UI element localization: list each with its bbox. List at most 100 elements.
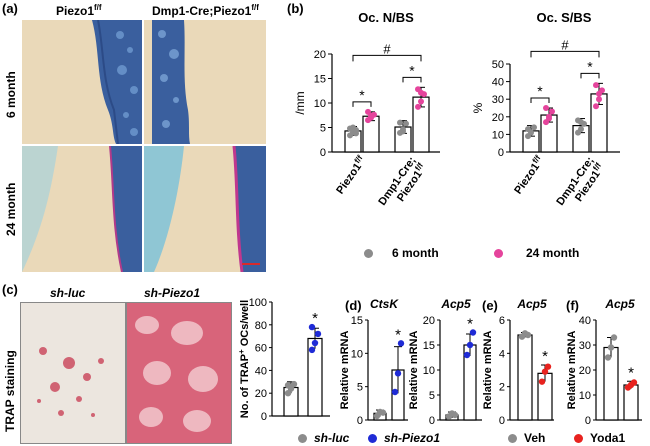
significance-star: * xyxy=(395,326,401,343)
histology-svg-1 xyxy=(22,20,142,144)
significance-star: * xyxy=(359,87,365,103)
y-tick-label: 50 xyxy=(492,59,504,71)
y-axis-label: Relative mRNA xyxy=(482,331,494,410)
y-tick-label: 80 xyxy=(255,320,267,332)
significance-star: * xyxy=(409,62,415,78)
legend-6month-label: 6 month xyxy=(392,246,439,260)
significance-star: * xyxy=(587,58,593,74)
y-axis-label: Relative mRNA xyxy=(340,331,351,410)
chart-title: CtsK xyxy=(370,297,399,311)
data-point xyxy=(544,363,552,370)
legend-24month-label: 24 month xyxy=(526,246,580,260)
data-point xyxy=(543,105,549,111)
y-tick-label: 40 xyxy=(492,77,504,89)
y-tick-label: 6 xyxy=(499,315,505,327)
y-tick-label: 20 xyxy=(492,112,504,124)
panel-a-row1-label: 6 month xyxy=(4,71,18,118)
x-tick-label: Piezo1f/f xyxy=(512,153,542,196)
y-tick-label: 5 xyxy=(429,390,435,402)
panel-a-col1-sup: f/f xyxy=(94,3,102,12)
y-tick-label: 40 xyxy=(579,315,591,327)
y-axis-label: Relative mRNA xyxy=(408,331,420,410)
y-axis-label-text: Relative mRNA xyxy=(408,331,420,410)
group-significance: # xyxy=(383,41,391,56)
y-tick-label: 10 xyxy=(492,129,504,141)
data-point xyxy=(596,96,602,103)
x-tick-sup: f/f xyxy=(352,153,364,165)
x-tick-label: Dmp1-Cre;Piezo1f/f xyxy=(554,155,602,208)
panel-c-legend: sh-luc sh-Piezo1 xyxy=(292,430,472,446)
significance-star: * xyxy=(628,364,634,381)
legend-sh-luc-marker xyxy=(298,434,307,443)
data-point xyxy=(350,124,356,131)
y-tick-label: 30 xyxy=(579,340,591,352)
y-tick-label: 10 xyxy=(351,348,363,360)
panel-ef-legend: Veh Yoda1 xyxy=(500,430,650,446)
y-tick-label: 10 xyxy=(314,98,326,110)
data-point xyxy=(596,90,602,97)
histology-image-6m-control xyxy=(22,20,142,144)
y-axis-label-text: Relative mRNA xyxy=(340,331,351,410)
data-point xyxy=(541,368,549,375)
y-axis-label: % xyxy=(471,102,485,113)
panel-b-letter: (b) xyxy=(287,1,304,16)
chart-title: Oc. S/BS xyxy=(537,10,592,25)
y-tick-label: 15 xyxy=(423,340,435,352)
data-point xyxy=(610,334,618,341)
y-axis-label: Relative mRNA xyxy=(566,331,578,410)
data-point xyxy=(593,82,599,89)
data-point xyxy=(284,382,292,389)
y-tick-label: 0 xyxy=(261,411,267,423)
data-point xyxy=(311,339,319,347)
y-tick-label: 10 xyxy=(579,390,591,402)
y-tick-label: 5 xyxy=(357,382,363,394)
data-point xyxy=(397,119,403,126)
bar xyxy=(517,334,533,421)
y-tick-label: 20 xyxy=(314,49,326,61)
y-axis-label-tail: OCs/well xyxy=(239,300,251,350)
data-point xyxy=(403,120,409,127)
y-tick-label: 5 xyxy=(320,123,326,135)
y-tick-label: 15 xyxy=(314,74,326,86)
y-tick-label: 30 xyxy=(492,94,504,106)
data-point xyxy=(397,340,405,347)
data-point xyxy=(308,323,316,331)
y-tick-label: 0 xyxy=(499,415,505,427)
legend-yoda1-label: Yoda1 xyxy=(590,431,626,445)
data-point xyxy=(314,330,322,338)
panel-a-col1-header: Piezo1f/f xyxy=(56,3,102,18)
panel-a-col2-text: Dmp1-Cre;Piezo1 xyxy=(152,4,252,18)
trap-image-sh-piezo1 xyxy=(126,302,232,444)
y-axis-label: /mm xyxy=(293,91,307,114)
data-point xyxy=(284,390,292,397)
data-point xyxy=(593,103,599,110)
trap-svg-2 xyxy=(127,303,231,443)
chart-title: Acp5 xyxy=(604,297,635,311)
histology-image-6m-cko xyxy=(144,20,266,144)
legend-veh-marker xyxy=(508,434,517,443)
data-point xyxy=(463,351,471,359)
x-tick-label: Dmp1-Cre;Piezo1f/f xyxy=(376,155,424,208)
y-tick-label: 0 xyxy=(585,415,591,427)
data-point xyxy=(379,409,387,416)
legend-yoda1-marker xyxy=(574,434,583,443)
data-point xyxy=(630,379,638,386)
data-point xyxy=(368,112,374,119)
chart-title: Oc. N/BS xyxy=(358,10,414,25)
y-tick-label: 15 xyxy=(351,315,363,327)
panel-a-row2-label: 24 month xyxy=(4,182,18,236)
x-tick-sup: f/f xyxy=(530,153,542,165)
data-point xyxy=(546,115,552,122)
panel-a-col2-sup: f/f xyxy=(251,3,259,12)
data-point xyxy=(466,341,474,349)
group-significance: # xyxy=(561,37,569,52)
y-tick-label: 20 xyxy=(579,365,591,377)
y-tick-label: 4 xyxy=(499,348,505,360)
y-axis-label-text: Relative mRNA xyxy=(482,331,494,410)
data-point xyxy=(607,344,615,351)
panel-c-col1-header: sh-luc xyxy=(50,286,86,300)
